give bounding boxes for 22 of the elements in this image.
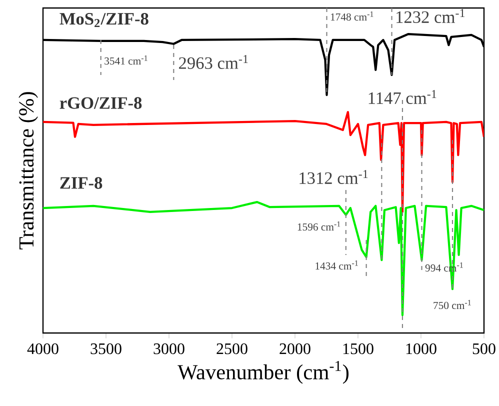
x-tick-label: 2500 — [216, 343, 248, 354]
y-axis-title: Transmittance (%) — [18, 92, 38, 250]
x-tick-label: 3000 — [154, 343, 184, 354]
x-tick-label: 1000 — [406, 343, 436, 354]
ref-line-label: 2963 cm$^{-1}$ — [179, 54, 248, 69]
series-label: ZIF-8 — [60, 177, 102, 189]
ref-line-label: 1596 cm$^{-1}$ — [298, 221, 340, 231]
x-tick-label: 4000 — [27, 343, 58, 354]
x-tick-label: 1500 — [343, 343, 374, 354]
ref-line-label: 1748 cm$^{-1}$ — [330, 11, 374, 21]
x-tick-label: 2000 — [280, 343, 310, 354]
ref-line-label: 1232 cm$^{-1}$ — [396, 9, 465, 23]
ref-line-label: 1434 cm$^{-1}$ — [316, 260, 358, 270]
x-tick-label: 500 — [472, 343, 496, 354]
x-axis-title: Wavenumber (cm$^{-1}$) — [178, 360, 349, 384]
ref-line-label: 3541 cm$^{-1}$ — [104, 55, 148, 65]
ref-line-label: 1147 cm$^{-1}$ — [368, 90, 436, 104]
series-label: rGO/ZIF-8 — [60, 97, 142, 109]
ref-line-label: 1312 cm$^{-1}$ — [300, 170, 368, 184]
x-tick-label: 3500 — [90, 343, 122, 354]
ref-line-label: 750 cm$^{-1}$ — [434, 300, 471, 310]
text: MoS$_{2}$/ZIF-8 — [60, 12, 148, 28]
